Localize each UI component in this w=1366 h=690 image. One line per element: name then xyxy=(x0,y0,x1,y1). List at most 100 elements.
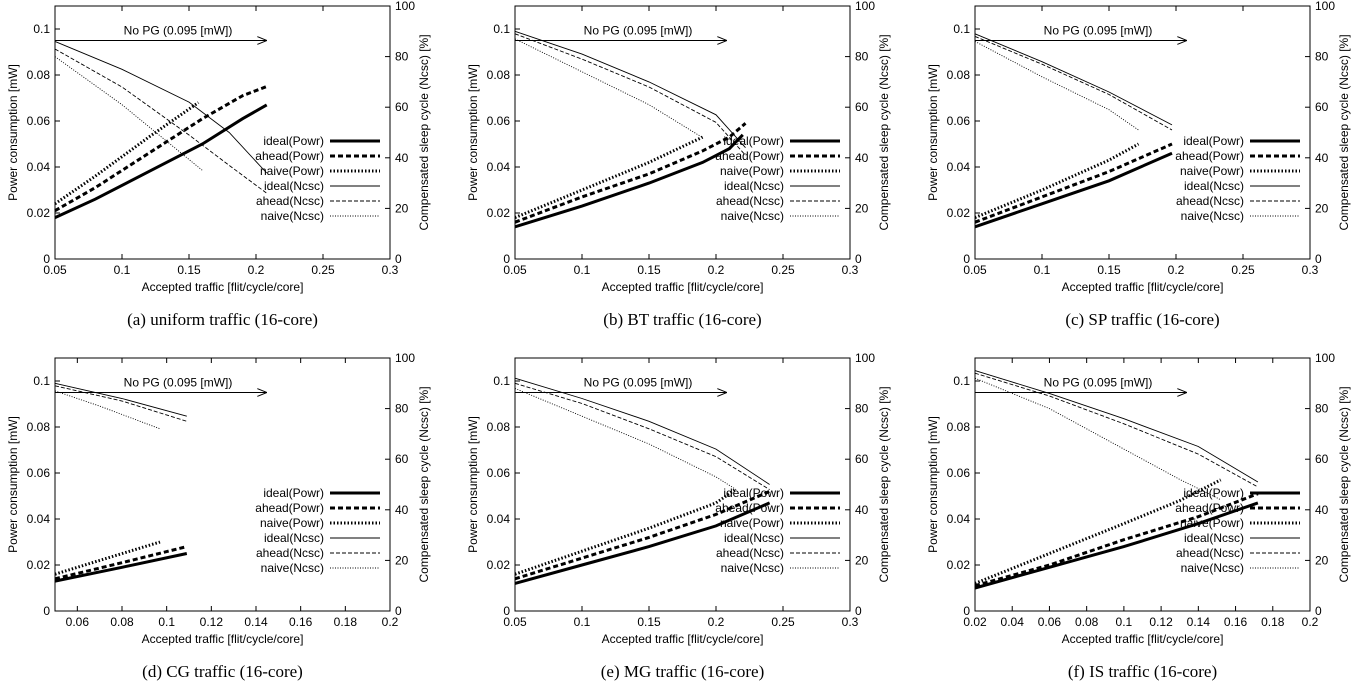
y-tick-label: 0 xyxy=(43,604,50,618)
legend-label: ideal(Ncsc) xyxy=(264,531,324,545)
x-tick-label: 0.15 xyxy=(177,263,201,277)
series-line-ahead-ncsc xyxy=(974,35,1173,131)
y2-tick-label: 0 xyxy=(395,252,402,266)
y-tick-label: 0.04 xyxy=(947,160,971,174)
x-tick-label: 0.14 xyxy=(1187,615,1211,629)
legend-label: ahead(Ncsc) xyxy=(256,194,324,208)
x-tick-label: 0.2 xyxy=(248,263,265,277)
y-tick-label: 0 xyxy=(43,252,50,266)
legend-label: ahead(Ncsc) xyxy=(1176,546,1244,560)
y-tick-label: 0 xyxy=(503,252,510,266)
y2-tick-label: 60 xyxy=(395,100,409,114)
y-tick-label: 0.1 xyxy=(33,374,50,388)
x-tick-label: 0.16 xyxy=(1224,615,1248,629)
y2-axis-label: Compensated sleep cycle (Ncsc) [%] xyxy=(877,34,891,230)
x-tick-label: 0.15 xyxy=(637,615,661,629)
y-tick-label: 0.06 xyxy=(27,466,51,480)
series-line-naive-ncsc xyxy=(54,390,161,430)
y2-tick-label: 80 xyxy=(395,50,409,64)
x-tick-label: 0.05 xyxy=(43,263,67,277)
legend-label: ideal(Powr) xyxy=(263,134,324,148)
y-tick-label: 0.04 xyxy=(27,160,51,174)
x-tick-label: 0.08 xyxy=(110,615,134,629)
y-tick-label: 0.04 xyxy=(27,512,51,526)
series-line-ideal-ncsc xyxy=(514,377,770,485)
legend-label: ideal(Powr) xyxy=(723,134,784,148)
subfigure-caption: (c) SP traffic (16-core) xyxy=(1065,310,1219,329)
series-line-ahead-ncsc xyxy=(514,382,770,490)
chart-panel-c: 0.05 0.1 0.15 0.2 0.25 0.300.020.040.060.080.… xyxy=(926,0,1351,329)
series-line-ahead-powr xyxy=(974,142,1173,224)
legend-label: ahead(Ncsc) xyxy=(716,546,784,560)
y2-tick-label: 100 xyxy=(1315,351,1335,365)
subfigure-caption: (e) MG traffic (16-core) xyxy=(601,662,764,681)
legend-label: ahead(Powr) xyxy=(255,149,324,163)
series-line-naive-powr xyxy=(514,135,704,219)
y-axis-label: Power consumption [mW] xyxy=(6,64,20,201)
nopg-annotation: No PG (0.095 [mW]) xyxy=(1044,376,1153,390)
y-tick-label: 0 xyxy=(963,252,970,266)
y2-axis-label: Compensated sleep cycle (Ncsc) [%] xyxy=(417,34,431,230)
x-tick-label: 0.3 xyxy=(1302,263,1319,277)
x-tick-label: 0.16 xyxy=(289,615,313,629)
series-line-naive-powr xyxy=(514,487,737,576)
series-line-ahead-powr xyxy=(974,492,1259,588)
x-axis-label: Accepted traffic [flit/cycle/core] xyxy=(1062,280,1224,294)
x-axis-label: Accepted traffic [flit/cycle/core] xyxy=(1062,632,1224,646)
x-tick-label: 0.2 xyxy=(708,263,725,277)
y2-tick-label: 20 xyxy=(395,201,409,215)
series-line-ideal-ncsc xyxy=(974,33,1173,126)
x-tick-label: 0.1 xyxy=(114,263,131,277)
y-tick-label: 0.08 xyxy=(27,68,51,82)
x-tick-label: 0.02 xyxy=(963,615,987,629)
y2-tick-label: 60 xyxy=(1315,100,1329,114)
plot-frame xyxy=(514,357,851,612)
legend-label: ideal(Ncsc) xyxy=(724,531,784,545)
y2-tick-label: 40 xyxy=(855,151,869,165)
y-tick-label: 0.1 xyxy=(493,374,510,388)
legend-label: naive(Powr) xyxy=(720,164,784,178)
nopg-annotation: No PG (0.095 [mW]) xyxy=(584,376,693,390)
y2-tick-label: 0 xyxy=(855,604,862,618)
series-line-ideal-powr xyxy=(54,552,188,583)
x-tick-label: 0.12 xyxy=(200,615,224,629)
series-line-naive-powr xyxy=(974,478,1222,585)
y-tick-label: 0.04 xyxy=(487,512,511,526)
series-line-naive-powr xyxy=(54,101,200,206)
x-axis-label: Accepted traffic [flit/cycle/core] xyxy=(142,280,304,294)
x-tick-label: 0.18 xyxy=(1261,615,1285,629)
y2-axis-label: Compensated sleep cycle (Ncsc) [%] xyxy=(877,386,891,582)
y-tick-label: 0.1 xyxy=(33,22,50,36)
series-line-ahead-powr xyxy=(54,85,268,213)
y2-tick-label: 60 xyxy=(855,100,869,114)
y-axis-label: Power consumption [mW] xyxy=(466,64,480,201)
subfigure-caption: (a) uniform traffic (16-core) xyxy=(127,310,318,329)
x-tick-label: 0.25 xyxy=(771,615,795,629)
nopg-annotation: No PG (0.095 [mW]) xyxy=(124,376,233,390)
x-tick-label: 0.2 xyxy=(708,615,725,629)
x-tick-label: 0.3 xyxy=(382,263,399,277)
series-line-ideal-ncsc xyxy=(54,40,268,174)
x-tick-label: 0.12 xyxy=(1149,615,1173,629)
series-line-naive-powr xyxy=(974,142,1140,219)
y2-axis-label: Compensated sleep cycle (Ncsc) [%] xyxy=(1337,34,1351,230)
plot-frame xyxy=(974,5,1311,260)
y-tick-label: 0.08 xyxy=(27,420,51,434)
subfigure-caption: (f) IS traffic (16-core) xyxy=(1068,662,1217,681)
x-tick-label: 0.15 xyxy=(1097,263,1121,277)
x-tick-label: 0.25 xyxy=(771,263,795,277)
series-line-naive-ncsc xyxy=(974,41,1139,131)
series-line-ideal-powr xyxy=(974,151,1173,229)
chart-panel-f: 0.02 0.04 0.06 0.08 0.1 0.12 0.14 0.16 0.18 0.200… xyxy=(926,351,1351,681)
y-tick-label: 0.02 xyxy=(947,206,971,220)
y2-axis-label: Compensated sleep cycle (Ncsc) [%] xyxy=(417,386,431,582)
series-line-ideal-powr xyxy=(514,501,771,585)
y-tick-label: 0.1 xyxy=(953,374,970,388)
x-tick-label: 0.3 xyxy=(842,615,859,629)
y-axis-label: Power consumption [mW] xyxy=(6,416,20,553)
legend-label: naive(Ncsc) xyxy=(261,209,324,223)
y2-tick-label: 100 xyxy=(395,0,415,13)
y2-tick-label: 20 xyxy=(855,553,869,567)
series-line-ahead-powr xyxy=(514,122,747,224)
